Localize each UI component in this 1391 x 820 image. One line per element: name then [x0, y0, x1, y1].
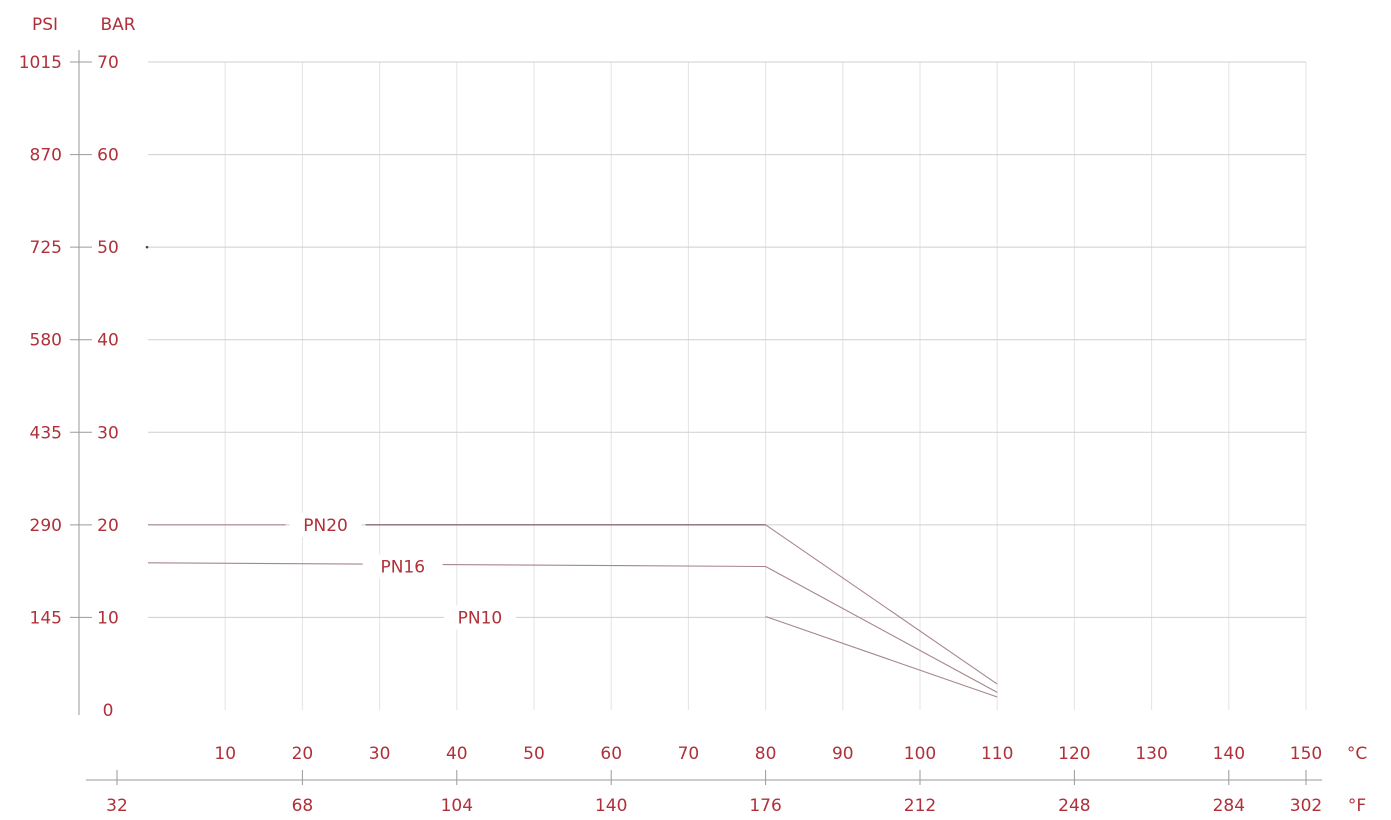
fahrenheit-tick-label: 176: [749, 796, 781, 816]
pn20-line-segment: [765, 524, 998, 685]
bar-tick-label: 50: [97, 238, 119, 258]
celsius-tick-label: 110: [981, 744, 1013, 764]
axis-marker-dot: [145, 245, 149, 249]
pn20-label: PN20: [303, 516, 348, 536]
psi-tick-label: 725: [30, 238, 62, 258]
fahrenheit-tick-label: 32: [106, 796, 128, 816]
pn20-label-bg: [289, 512, 362, 537]
celsius-tick-label: 40: [446, 744, 468, 764]
celsius-tick-label: 70: [678, 744, 700, 764]
celsius-unit-label: °C: [1347, 744, 1367, 764]
bar-tick-label: 40: [97, 331, 119, 351]
celsius-tick-label: 90: [832, 744, 854, 764]
psi-tick-label: 870: [30, 146, 62, 166]
celsius-tick-label: 60: [600, 744, 622, 764]
fahrenheit-tick-label: 104: [441, 796, 473, 816]
celsius-tick-label: 150: [1290, 744, 1322, 764]
bar-tick-label: 60: [97, 146, 119, 166]
bar-tick-label: 70: [97, 53, 119, 73]
celsius-tick-label: 80: [755, 744, 777, 764]
bar-tick-label: 0: [103, 701, 114, 721]
pn16-line-segment: [765, 566, 998, 693]
fahrenheit-tick-label: 68: [292, 796, 314, 816]
psi-axis-title: PSI: [32, 15, 58, 35]
fahrenheit-tick-label: 248: [1058, 796, 1090, 816]
pn10-label-bg: [443, 605, 516, 630]
bar-axis-title: BAR: [100, 15, 135, 35]
bar-tick-label: 30: [97, 423, 119, 443]
psi-tick-label: 435: [30, 423, 62, 443]
pn10-line-segment: [765, 615, 998, 698]
pn16-label: PN16: [380, 558, 425, 578]
bar-tick-label: 20: [97, 516, 119, 536]
celsius-tick-label: 140: [1213, 744, 1245, 764]
celsius-tick-label: 50: [523, 744, 545, 764]
psi-tick-label: 290: [30, 516, 62, 536]
psi-tick-label: 145: [30, 608, 62, 628]
celsius-tick-label: 120: [1058, 744, 1090, 764]
psi-tick-label: 580: [30, 331, 62, 351]
pn10-label: PN10: [458, 608, 503, 628]
psi-tick-label: 1015: [19, 53, 62, 73]
pn16-line-segment: [147, 562, 363, 565]
celsius-tick-label: 10: [214, 744, 236, 764]
pn16-label-bg: [366, 554, 439, 579]
celsius-tick-label: 30: [369, 744, 391, 764]
series-lines: [147, 524, 998, 698]
fahrenheit-unit-label: °F: [1348, 796, 1366, 816]
grid: [148, 61, 1307, 710]
fahrenheit-tick-label: 284: [1213, 796, 1245, 816]
fahrenheit-tick-label: 212: [904, 796, 936, 816]
pn16-line-segment: [442, 564, 766, 568]
celsius-tick-label: 100: [904, 744, 936, 764]
celsius-tick-label: 130: [1135, 744, 1167, 764]
bar-tick-label: 10: [97, 608, 119, 628]
axes: [70, 50, 1322, 785]
fahrenheit-tick-label: 302: [1290, 796, 1322, 816]
fahrenheit-tick-label: 140: [595, 796, 627, 816]
labels: PSI BAR 0 10 145 20 290 30 435 40 580 50 725 60 870 70 1…: [19, 15, 1367, 816]
celsius-tick-label: 20: [292, 744, 314, 764]
